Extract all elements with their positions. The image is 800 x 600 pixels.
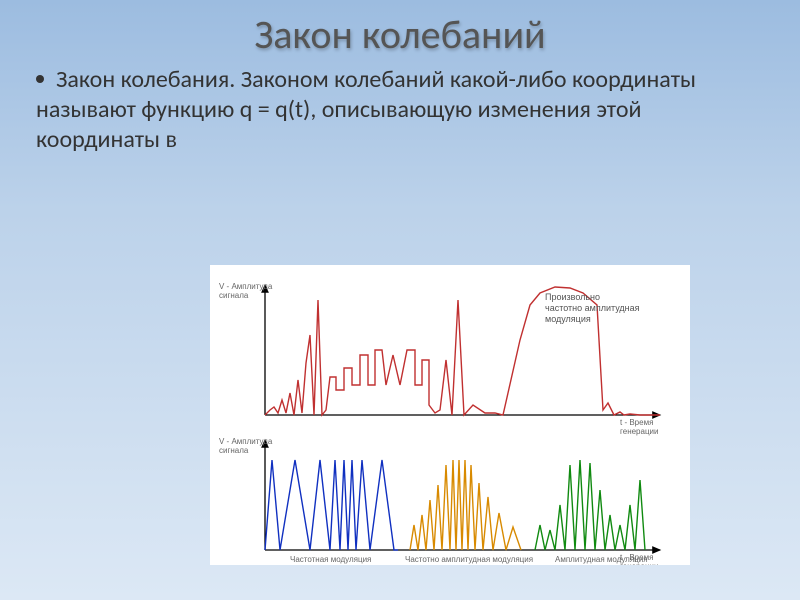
svg-text:t - Время: t - Время	[620, 418, 653, 427]
svg-text:Произвольно: Произвольно	[545, 292, 600, 302]
page-title: Закон колебаний	[0, 0, 800, 65]
svg-text:Амплитудная модуляция: Амплитудная модуляция	[555, 555, 648, 564]
svg-text:V - Амплитуда: V - Амплитуда	[219, 282, 273, 291]
bullet-dot	[36, 75, 44, 83]
svg-text:сигнала: сигнала	[219, 446, 249, 455]
svg-text:частотно амплитудная: частотно амплитудная	[545, 303, 640, 313]
svg-text:генерации: генерации	[620, 427, 658, 436]
modulation-chart: V - Амплитудасигналаt - ВремягенерацииПр…	[210, 265, 690, 565]
body-text: Закон колебания. Законом колебаний какой…	[36, 65, 696, 154]
bullet-paragraph: Закон колебания. Законом колебаний какой…	[0, 65, 800, 155]
svg-text:сигнала: сигнала	[219, 291, 249, 300]
svg-text:V - Амплитуда: V - Амплитуда	[219, 437, 273, 446]
svg-text:Частотная модуляция: Частотная модуляция	[290, 555, 371, 564]
svg-text:модуляция: модуляция	[545, 314, 591, 324]
svg-text:Частотно амплитудная модуляция: Частотно амплитудная модуляция	[405, 555, 533, 564]
